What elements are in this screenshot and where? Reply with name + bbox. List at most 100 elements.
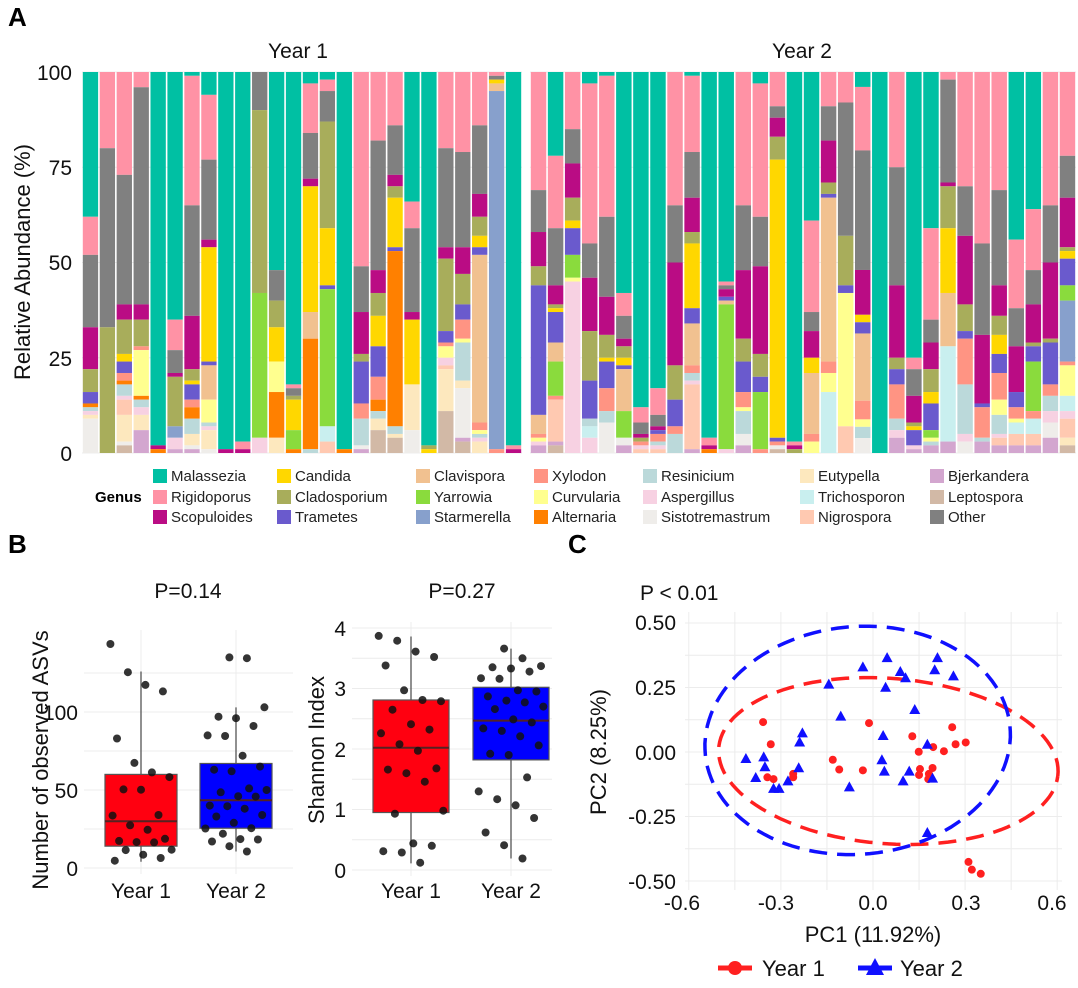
legend-swatch xyxy=(800,490,814,504)
bar-year1-13 xyxy=(285,72,302,453)
bar-segment-scopuloides xyxy=(1059,197,1076,248)
legend-swatch xyxy=(930,510,944,524)
y-tick-label: 75 xyxy=(49,157,72,180)
data-point xyxy=(518,854,527,863)
bar-segment-sistotremastrum xyxy=(769,445,786,450)
bar-segment-cladosporium xyxy=(1025,342,1042,347)
bar-segment-other xyxy=(854,150,871,270)
bar-segment-clavispora xyxy=(201,365,217,400)
confidence-ellipse-year-1 xyxy=(716,675,1060,847)
bar-segment-bjerkandera xyxy=(133,430,149,453)
bar-segment-curvularia xyxy=(455,338,471,343)
bar-segment-scopuloides xyxy=(82,327,99,370)
bar-segment-other xyxy=(285,388,302,396)
bar-segment-bjerkandera xyxy=(735,445,752,453)
legend-label: Eutypella xyxy=(818,468,880,485)
legend-swatch xyxy=(800,510,814,524)
bar-year1-23 xyxy=(455,72,471,453)
data-point xyxy=(427,841,436,850)
bar-segment-xylodon xyxy=(488,449,505,453)
legend-swatch xyxy=(416,469,430,483)
bar-segment-alternaria xyxy=(116,380,132,385)
bar-segment-trametes xyxy=(837,285,854,293)
bar-segment-candida xyxy=(302,186,319,313)
legend-swatch xyxy=(534,490,548,504)
legend-label: Trichosporon xyxy=(818,489,905,506)
bar-segment-trametes xyxy=(650,430,666,434)
bar-segment-resinicium xyxy=(1042,395,1059,412)
y-tick-label: 0.25 xyxy=(635,677,676,700)
y-tick-label: 4 xyxy=(334,618,346,641)
bar-segment-trametes xyxy=(581,380,598,419)
bar-segment-other xyxy=(564,129,581,164)
bar-segment-rigidoporus xyxy=(752,83,769,217)
bar-segment-clavispora xyxy=(854,333,871,401)
data-point xyxy=(857,661,869,672)
bar-segment-trichosporon xyxy=(319,426,336,442)
bar-year2-16 xyxy=(786,72,803,453)
data-point xyxy=(210,765,219,774)
bar-segment-rigidoporus xyxy=(167,319,183,351)
bar-segment-trametes xyxy=(667,399,683,427)
data-point xyxy=(439,806,448,815)
bar-year2-15 xyxy=(769,72,786,453)
bar-segment-nigrospora xyxy=(116,399,132,415)
bar-segment-sistotremastrum xyxy=(353,445,369,450)
data-point xyxy=(507,664,515,673)
bar-segment-sistotremastrum xyxy=(201,449,217,453)
p-value-label: P=0.14 xyxy=(154,580,221,603)
data-point xyxy=(256,762,264,771)
bar-segment-rigidoporus xyxy=(837,72,854,103)
bar-segment-resinicium xyxy=(472,433,488,438)
data-point xyxy=(420,777,429,786)
bar-segment-scopuloides xyxy=(218,449,234,453)
bar-segment-bjerkandera xyxy=(974,441,990,453)
bar-segment-bjerkandera xyxy=(353,449,369,453)
bar-segment-candida xyxy=(268,327,285,362)
bar-segment-leptospora xyxy=(387,437,403,453)
bar-segment-scopuloides xyxy=(201,239,217,248)
bar-segment-rigidoporus xyxy=(438,72,454,149)
bar-segment-other xyxy=(991,190,1007,286)
bar-segment-rigidoporus xyxy=(667,72,683,206)
bar-segment-malassezia xyxy=(650,72,666,389)
bar-segment-cladosporium xyxy=(285,395,302,400)
data-point xyxy=(201,824,210,833)
bar-segment-malassezia xyxy=(319,72,336,80)
y-tick-label: -0.50 xyxy=(628,871,676,894)
data-point xyxy=(894,666,906,677)
bar-segment-rigidoporus xyxy=(633,407,649,423)
bar-segment-resinicium xyxy=(455,342,471,381)
bar-segment-trametes xyxy=(718,296,734,301)
bar-segment-xylodon xyxy=(650,433,666,442)
legend-swatch xyxy=(534,510,548,524)
bar-segment-other xyxy=(803,312,820,332)
bar-segment-resinicium xyxy=(302,449,319,453)
bar-segment-malassezia xyxy=(581,72,598,84)
bar-segment-cladosporium xyxy=(370,292,386,316)
bar-segment-trametes xyxy=(455,304,471,320)
legend-label: Rigidoporus xyxy=(171,489,251,506)
bar-segment-other xyxy=(735,205,752,271)
bar-segment-scopuloides xyxy=(387,174,403,187)
bar-segment-bjerkandera xyxy=(940,441,956,453)
data-point xyxy=(500,644,509,653)
bar-segment-xylodon xyxy=(438,342,454,347)
data-point xyxy=(865,719,874,728)
bar-segment-scopuloides xyxy=(116,304,132,320)
bar-segment-malassezia xyxy=(505,72,522,446)
data-point xyxy=(126,821,135,830)
y-axis-title: Relative Abundance (%) xyxy=(10,144,35,380)
bar-segment-scopuloides xyxy=(472,193,488,217)
bar-segment-xylodon xyxy=(769,441,786,446)
bar-segment-resinicium xyxy=(387,426,403,434)
bar-segment-rigidoporus xyxy=(530,72,547,191)
bar-segment-cladosporium xyxy=(1042,338,1059,343)
data-point xyxy=(390,809,399,818)
bar-year1-4 xyxy=(133,72,149,453)
data-point xyxy=(432,764,441,773)
bar-year2-30 xyxy=(1025,72,1042,453)
data-point xyxy=(763,773,772,782)
bar-segment-rigidoporus xyxy=(404,201,420,229)
bar-segment-yarrowia xyxy=(718,304,734,450)
